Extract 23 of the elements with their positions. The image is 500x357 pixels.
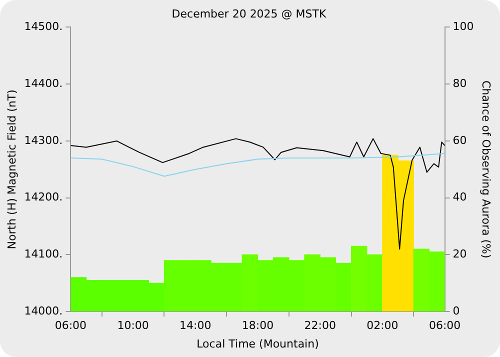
x-tick-label: 06:00 xyxy=(428,319,461,332)
x-tick-label: 18:00 xyxy=(242,319,274,332)
y-tick-label: 14400. xyxy=(24,76,63,90)
x-tick-label: 14:00 xyxy=(180,319,212,332)
y-tick-label: 14200. xyxy=(24,190,63,204)
y-tick-label: 14300. xyxy=(24,134,63,147)
y-tick-label: 14500. xyxy=(24,20,63,34)
x-axis-title: Local Time (Mountain) xyxy=(196,337,319,350)
x-tick-label: 22:00 xyxy=(304,319,336,332)
y2-axis-title: Chance of Observing Aurora (%) xyxy=(480,80,493,258)
y2-tick-label: 60 xyxy=(452,134,467,147)
y-axis-title: North (H) Magnetic Field (nT) xyxy=(5,90,18,250)
y2-tick-label: 20 xyxy=(452,248,467,261)
y2-tick-label: 40 xyxy=(452,190,467,204)
y-tick-label: 14100. xyxy=(24,248,63,261)
y2-tick-label: 100 xyxy=(452,20,474,34)
y-tick-label: 14000. xyxy=(24,304,63,318)
x-tick-label: 10:00 xyxy=(117,319,149,332)
x-tick-label: 02:00 xyxy=(366,319,398,332)
y2-tick-label: 80 xyxy=(452,76,467,90)
x-tick-label: 06:00 xyxy=(54,319,87,332)
y2-tick-label: 0 xyxy=(452,304,460,318)
chart-title: December 20 2025 @ MSTK xyxy=(172,7,327,20)
